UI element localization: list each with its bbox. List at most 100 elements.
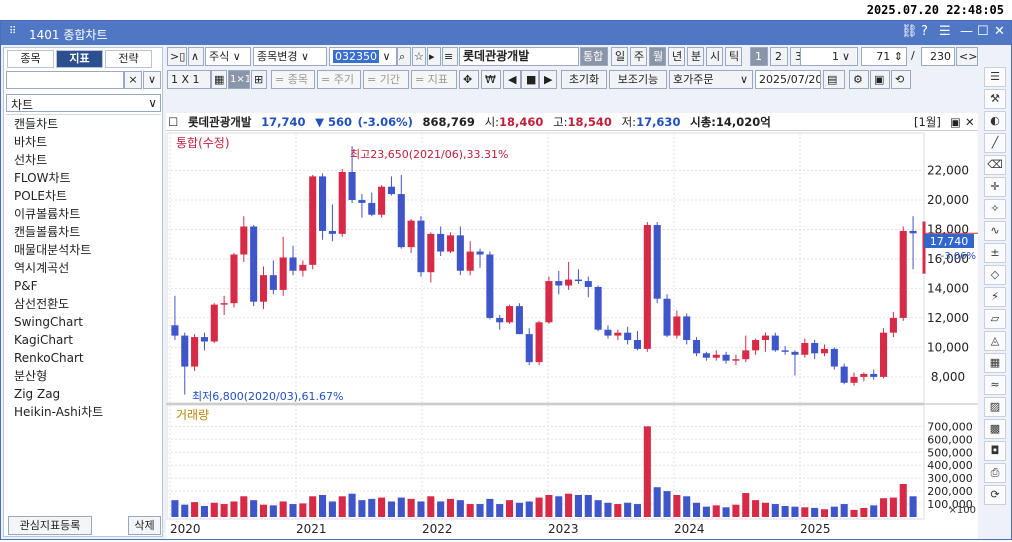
list-item[interactable]: 분산형 [14,369,48,383]
period-button[interactable]: 시 [706,47,723,66]
page-button[interactable]: 2 [770,47,788,66]
list-item[interactable]: 선차트 [14,153,48,167]
list-item[interactable]: 매물대분석차트 [14,243,92,257]
list-item[interactable]: 캔들차트 [14,117,59,131]
dw-icon[interactable]: ▩ [984,419,1006,439]
pane-restore-icon[interactable]: ▣ [950,115,961,129]
stock-code-input[interactable]: 032350 ∨ [329,47,397,66]
clear-search-icon[interactable]: × [124,71,142,89]
layout-button[interactable]: 1 X 1 [167,70,211,89]
next-icon[interactable]: ▶ [539,70,557,89]
aux-function-button[interactable]: 보조기능 [609,70,667,89]
settings-icon[interactable]: ☰ [939,24,951,39]
tab-strategy[interactable]: 전략 [105,50,152,68]
list-icon[interactable]: ≡ [442,47,458,66]
period-button[interactable]: 년 [668,47,685,66]
list-item[interactable]: P&F [14,279,38,293]
crosshair-icon[interactable]: ✛ [984,177,1006,197]
eraser-icon[interactable]: ⌫ [984,155,1006,175]
register-indicator-button[interactable]: 관심지표등록 [8,516,92,535]
link-icon[interactable]: ⛓ [901,24,918,39]
trend-icon[interactable]: ∿ [984,221,1006,241]
market-select[interactable]: 주식 ∨ [205,47,251,66]
quote-order-select[interactable]: 호가주문 ∨ [669,70,753,89]
category-select[interactable]: 차트 ∨ [6,94,161,112]
fan-icon[interactable]: ◬ [984,331,1006,351]
integrated-button[interactable]: 통합 [580,47,608,66]
minimize-icon[interactable]: — [960,24,973,39]
list-item[interactable]: RenkoChart [14,351,84,365]
save-icon[interactable]: ▣ [870,70,890,89]
list-item[interactable]: FLOW차트 [14,171,71,185]
close-icon[interactable]: ✕ [994,24,1005,39]
list-item[interactable]: SwingChart [14,315,83,329]
list-item[interactable]: 역시계곡선 [14,261,70,275]
magic-icon[interactable]: ✧ [984,199,1006,219]
stock-change-select[interactable]: 종목변경 ∨ [253,47,327,66]
candlestick-chart[interactable]: 8,000 10,000 12,000 14,000 16,000 18,000 20,00… [166,131,978,539]
fib-icon[interactable]: ▱ [984,309,1006,329]
checkbox-icon[interactable]: ☐ [168,115,179,129]
count-dropdown-icon[interactable]: ∨ [840,48,856,65]
table-icon[interactable]: ⊞ [251,70,267,89]
list-item[interactable]: Heikin-Ashi차트 [14,405,104,419]
cycle-sync-button[interactable]: = 주기 [317,70,361,89]
wave-icon[interactable]: ≈ [984,375,1006,395]
favorite-star-icon[interactable]: ☆ [412,47,426,66]
refresh-icon[interactable]: ⟲ [891,70,911,89]
grid-icon[interactable]: ▦ [984,353,1006,373]
period-button[interactable]: 분 [687,47,704,66]
date-input[interactable]: 2025/07/20 [755,70,821,89]
indicator-search-input[interactable] [6,71,124,89]
print-icon[interactable]: ⎙ [984,463,1006,483]
search-dropdown-icon[interactable]: ∨ [143,71,161,89]
list-item[interactable]: 캔들볼륨차트 [14,225,81,239]
period-button[interactable]: 틱 [725,47,742,66]
help-icon[interactable]: ? [921,24,928,39]
single-layout-button[interactable]: 1×1 [228,70,250,89]
list-item[interactable]: Zig Zag [14,387,61,401]
tool-icon[interactable]: ⚒ [984,89,1006,109]
stop-icon[interactable]: ■ [521,70,539,89]
stamp-icon[interactable]: ◘ [984,441,1006,461]
chevron-up-icon[interactable]: ∧ [188,47,204,66]
chart-icon[interactable]: ▨ [984,397,1006,417]
currency-icon[interactable]: ₩ [481,70,501,89]
count-input-2[interactable]: 71 ⇕ [861,47,907,66]
period-button[interactable]: 월 [649,47,666,66]
list-item[interactable]: KagiChart [14,333,73,347]
period-button[interactable]: 일 [611,47,628,66]
move-icon[interactable]: ✥ [459,70,479,89]
list-item[interactable]: 이큐볼륨차트 [14,207,81,221]
play-right-icon[interactable]: ▸ [427,47,441,66]
list-item[interactable]: 바차트 [14,135,48,149]
period-button[interactable]: 주 [630,47,647,66]
list-item[interactable]: POLE차트 [14,189,68,203]
calendar-icon[interactable]: ▤ [823,70,845,89]
line-icon[interactable]: ╱ [984,133,1006,153]
period-sync-button[interactable]: = 기간 [363,70,409,89]
contrast-icon[interactable]: ◐ [984,111,1006,131]
indicator-sync-button[interactable]: = 지표 [411,70,457,89]
tab-indicator[interactable]: 지표 [56,50,103,68]
code-toggle-icon[interactable]: <> [956,47,978,66]
refresh-icon[interactable]: ⟳ [984,485,1006,505]
reset-button[interactable]: 초기화 [561,70,607,89]
zigzag-icon[interactable]: ⚡ [984,287,1006,307]
pane-close-icon[interactable]: ✕ [965,115,975,129]
chart-area[interactable]: 8,000 10,000 12,000 14,000 16,000 18,000 20,00… [166,131,978,539]
shapes-icon[interactable]: ◇ [984,265,1006,285]
delete-button[interactable]: 삭제 [128,516,161,535]
list-item[interactable]: 삼선전환도 [14,297,70,311]
search-icon[interactable]: ⌕ [397,47,411,66]
numbers-icon[interactable]: ± [984,243,1006,263]
prev-icon[interactable]: ◀ [503,70,521,89]
menu-icon[interactable]: ☰ [984,67,1006,87]
maximize-icon[interactable]: ☐ [977,24,989,39]
gear-icon[interactable]: ⚙ [849,70,869,89]
grid-icon[interactable]: ▦ [211,70,227,89]
page-button[interactable]: 1 [750,47,768,66]
panel-toggle-icon[interactable]: >▯ [167,47,187,66]
tab-stock[interactable]: 종목 [7,50,54,68]
stock-sync-button[interactable]: = 종목 [271,70,315,89]
